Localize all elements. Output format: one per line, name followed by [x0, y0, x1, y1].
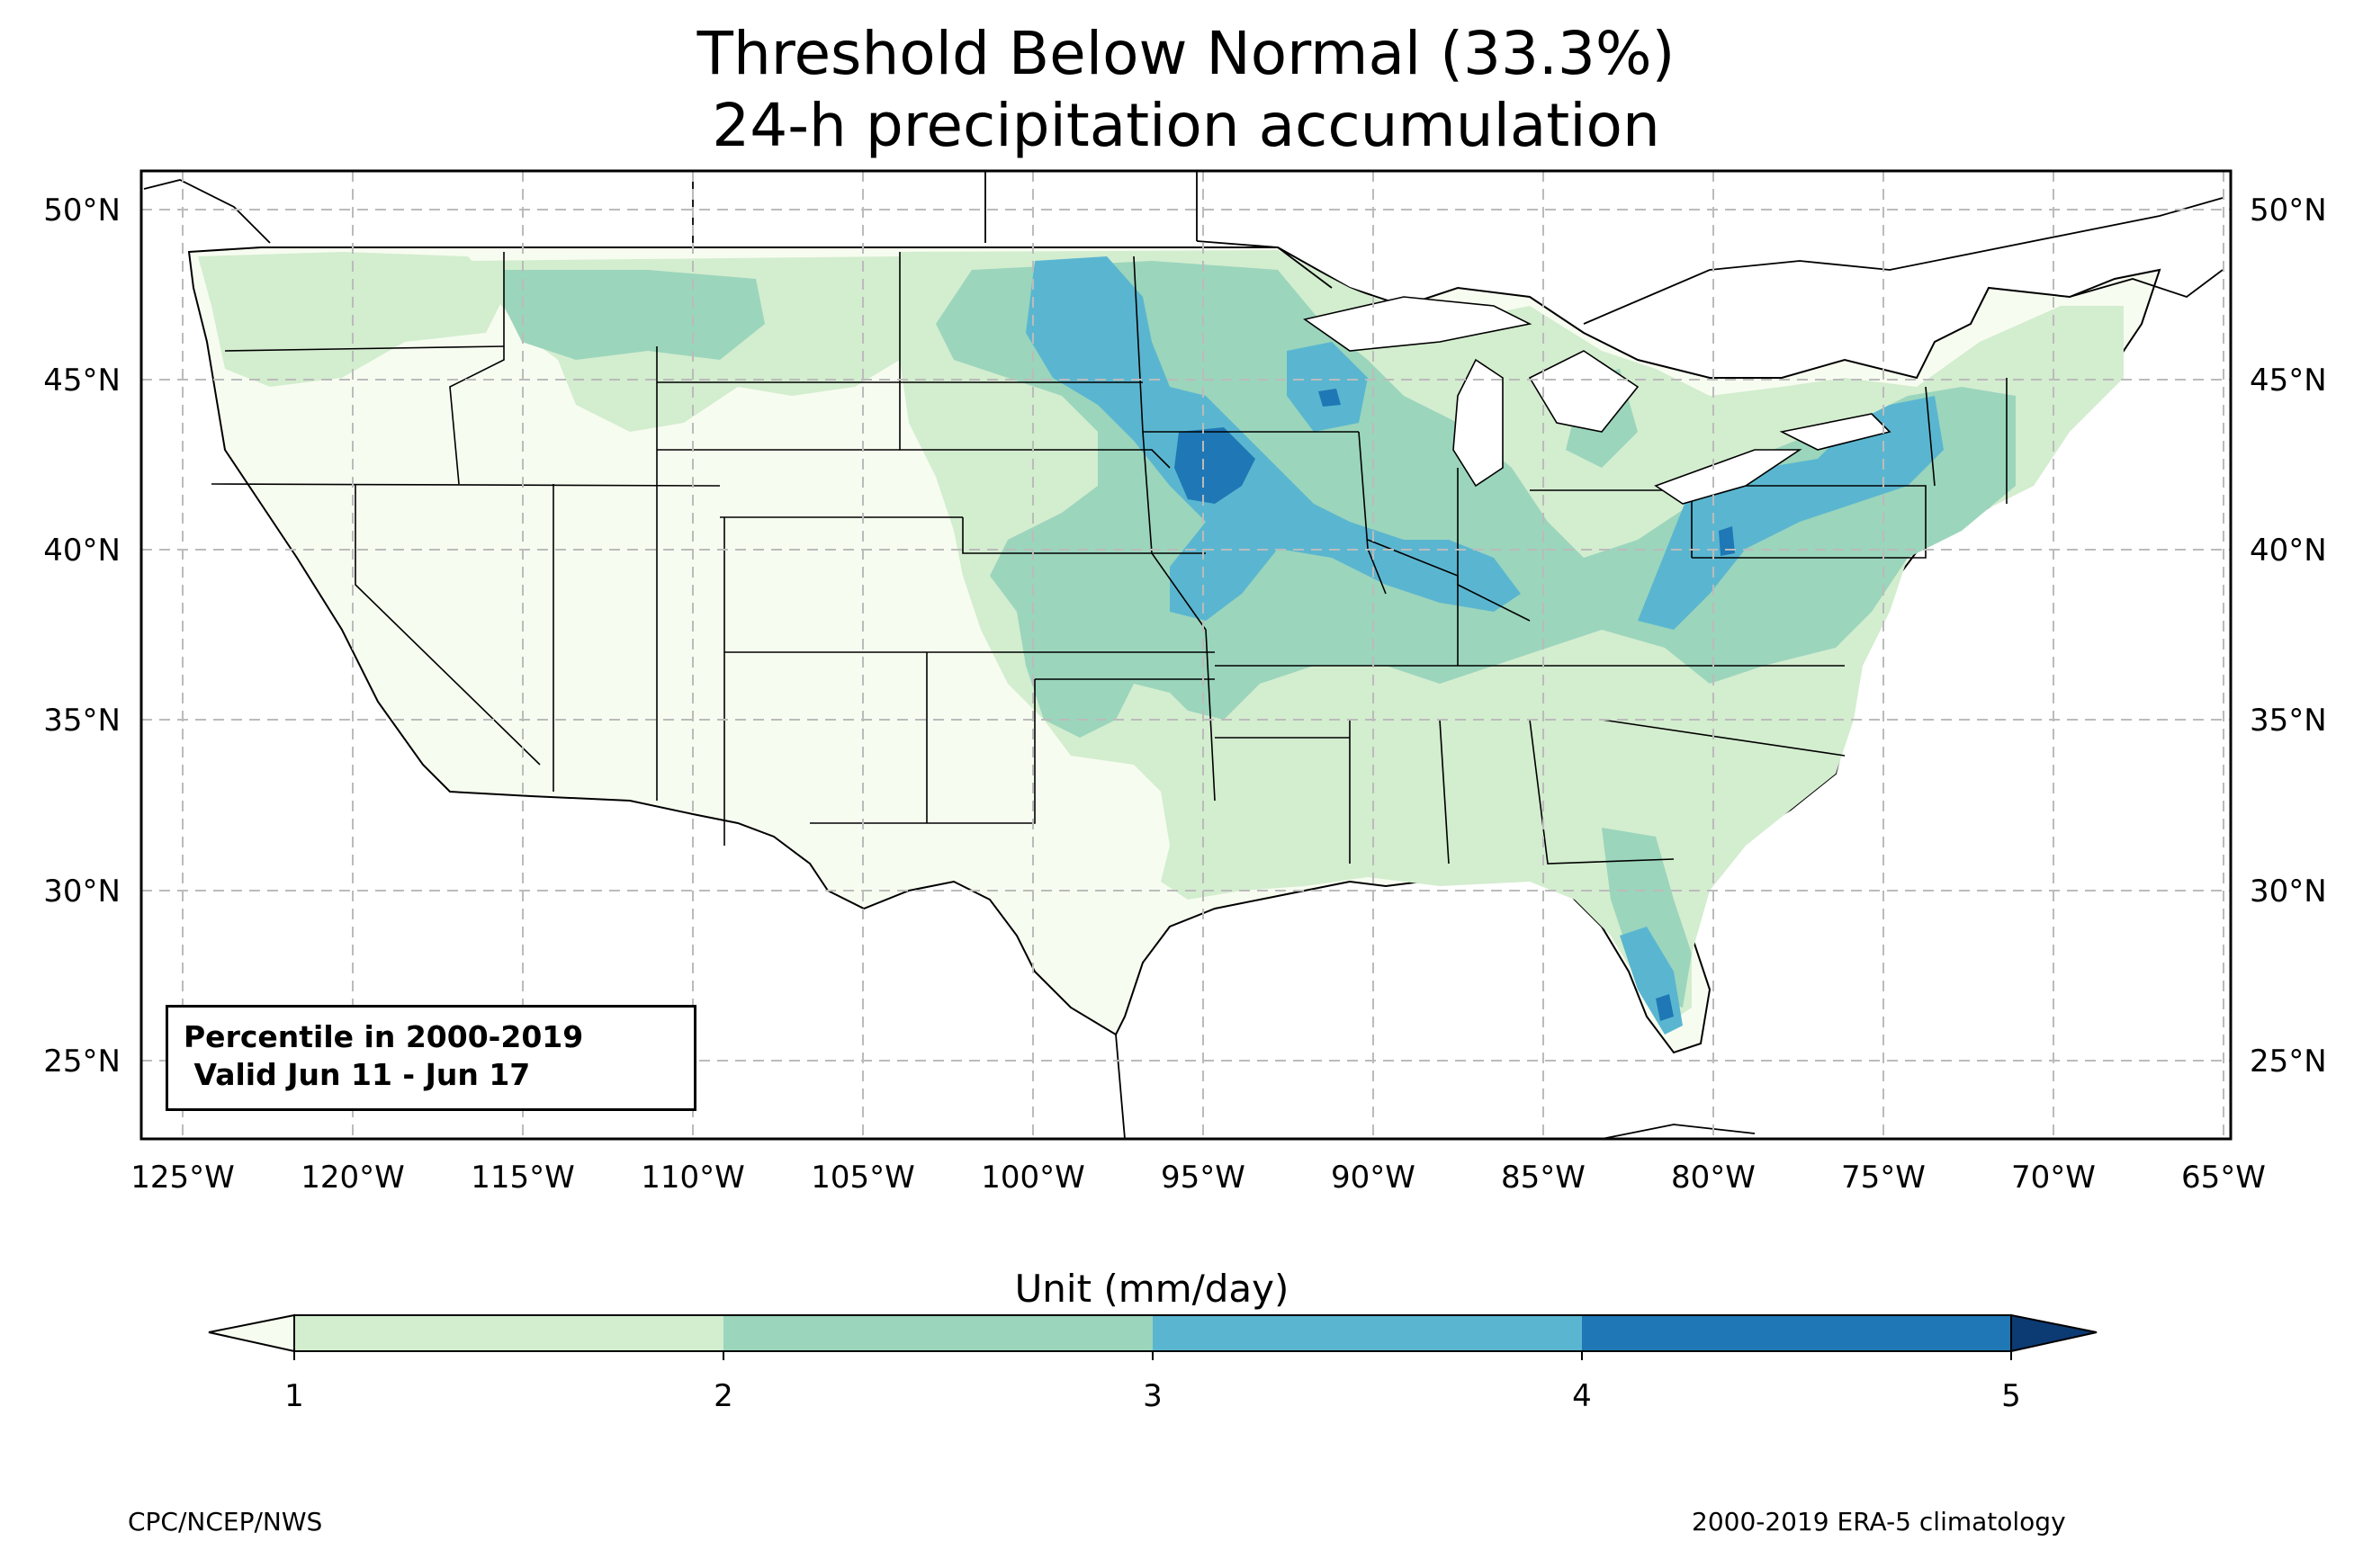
lat-labels-left: 50°N 45°N 40°N 35°N 30°N 25°N — [43, 193, 121, 1080]
footer-right: 2000-2019 ERA-5 climatology — [1692, 1507, 2066, 1537]
lon-label: 75°W — [1841, 1160, 1926, 1196]
lon-label: 115°W — [471, 1160, 575, 1196]
colorbar-tick-label: 3 — [1143, 1378, 1163, 1414]
lon-label: 110°W — [641, 1160, 745, 1196]
colorbar-segment — [1582, 1315, 2011, 1351]
state-boundaries — [211, 252, 2008, 865]
lon-label: 120°W — [301, 1160, 405, 1196]
international-borders — [143, 171, 2224, 1139]
colorbar-tick-label: 2 — [714, 1378, 733, 1414]
lon-label: 85°W — [1501, 1160, 1586, 1196]
lat-label: 40°N — [2250, 533, 2327, 569]
colorbar-segment — [723, 1315, 1153, 1351]
lat-label: 50°N — [43, 193, 121, 228]
lon-labels: 125°W 120°W 115°W 110°W 105°W 100°W 95°W… — [130, 1160, 2266, 1196]
lon-label: 65°W — [2181, 1160, 2266, 1196]
lat-label: 25°N — [43, 1044, 121, 1080]
info-box: Percentile in 2000-2019 Valid Jun 11 - J… — [166, 1005, 696, 1111]
lat-label: 25°N — [2250, 1044, 2327, 1080]
colorbar-segment — [294, 1315, 723, 1351]
great-lakes — [1303, 296, 1891, 505]
lat-label: 35°N — [2250, 703, 2327, 739]
info-box-line2: Valid Jun 11 - Jun 17 — [184, 1057, 531, 1092]
colorbar-segment — [1153, 1315, 1582, 1351]
lon-label: 105°W — [811, 1160, 915, 1196]
lon-label: 125°W — [130, 1160, 235, 1196]
lat-label: 40°N — [43, 533, 121, 569]
lat-label: 30°N — [2250, 874, 2327, 909]
info-box-line1: Percentile in 2000-2019 — [184, 1019, 584, 1054]
colorbar-tick-label: 4 — [1572, 1378, 1592, 1414]
map-area — [141, 171, 2231, 1139]
colorbar: 1 2 3 4 5 — [208, 1313, 2098, 1414]
lat-label: 35°N — [43, 703, 121, 739]
lat-label: 45°N — [2250, 363, 2327, 399]
colorbar-under-arrow — [208, 1313, 295, 1353]
colorbar-over-arrow — [2010, 1313, 2098, 1353]
map-frame — [139, 169, 2233, 1141]
lon-label: 80°W — [1671, 1160, 1756, 1196]
lon-label: 100°W — [981, 1160, 1085, 1196]
lon-label: 90°W — [1331, 1160, 1415, 1196]
colorbar-tick-label: 1 — [284, 1378, 304, 1414]
map-title-line1: Threshold Below Normal (33.3%) — [696, 19, 1676, 88]
lat-labels-right: 50°N 45°N 40°N 35°N 30°N 25°N — [2250, 193, 2327, 1080]
footer-left: CPC/NCEP/NWS — [128, 1507, 323, 1537]
map-title-line2: 24-h precipitation accumulation — [712, 91, 1660, 160]
colorbar-tick-label: 5 — [2001, 1378, 2021, 1414]
lat-label: 30°N — [43, 874, 121, 909]
lon-label: 70°W — [2011, 1160, 2096, 1196]
lat-label: 50°N — [2250, 193, 2327, 228]
colorbar-title: Unit (mm/day) — [1014, 1267, 1289, 1311]
lon-label: 95°W — [1161, 1160, 1245, 1196]
lat-label: 45°N — [43, 363, 121, 399]
